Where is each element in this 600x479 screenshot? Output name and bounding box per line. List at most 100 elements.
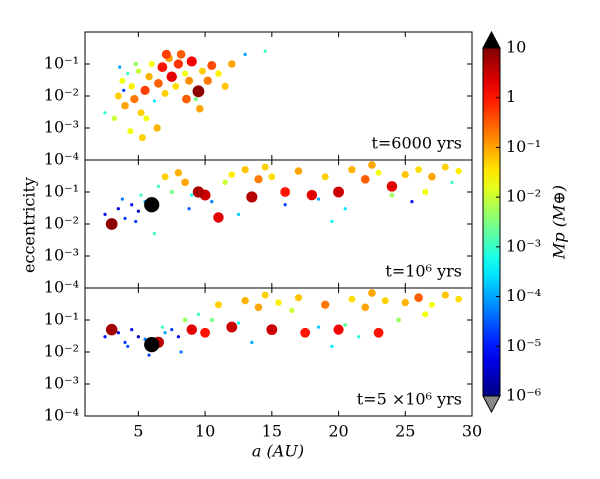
point bbox=[207, 61, 217, 70]
point bbox=[228, 171, 236, 178]
point bbox=[103, 335, 107, 339]
point bbox=[254, 303, 263, 312]
point bbox=[343, 323, 348, 327]
point bbox=[192, 85, 205, 98]
y-tick-label: 10⁻¹ bbox=[44, 182, 79, 201]
point bbox=[455, 295, 463, 303]
point bbox=[153, 124, 161, 132]
point bbox=[236, 321, 241, 325]
y-tick-label: 10⁻⁴ bbox=[44, 406, 79, 425]
point bbox=[192, 186, 205, 198]
colorbar bbox=[482, 47, 501, 397]
point bbox=[360, 174, 370, 184]
x-tick-label: 10 bbox=[195, 422, 215, 441]
point bbox=[361, 303, 370, 312]
point bbox=[123, 340, 127, 344]
point bbox=[139, 193, 143, 197]
point bbox=[414, 293, 423, 302]
point bbox=[187, 207, 191, 211]
point bbox=[144, 197, 160, 213]
point bbox=[176, 50, 186, 59]
point bbox=[221, 82, 229, 90]
point bbox=[210, 200, 214, 204]
point bbox=[254, 175, 263, 184]
point bbox=[316, 325, 321, 329]
point bbox=[105, 218, 118, 230]
point bbox=[261, 291, 269, 299]
point bbox=[250, 340, 254, 344]
point bbox=[243, 52, 247, 56]
y-tick-label: 10⁻¹ bbox=[44, 310, 79, 329]
colorbar-tick-label: 10⁻² bbox=[506, 187, 541, 206]
x-tick-label: 30 bbox=[462, 422, 482, 441]
point bbox=[120, 197, 124, 201]
point bbox=[246, 191, 258, 203]
point bbox=[236, 212, 241, 216]
point bbox=[143, 115, 150, 122]
colorbar-tick-label: 10 bbox=[506, 38, 526, 57]
point bbox=[116, 331, 120, 335]
point bbox=[455, 167, 462, 175]
point bbox=[154, 78, 163, 88]
point bbox=[422, 311, 429, 318]
x-tick-label: 25 bbox=[395, 422, 415, 441]
point bbox=[182, 70, 189, 77]
point bbox=[330, 344, 334, 348]
y-axis-label: eccentricity bbox=[20, 177, 39, 273]
point bbox=[123, 216, 127, 220]
point bbox=[333, 324, 344, 335]
point bbox=[209, 317, 214, 323]
y-tick-label: 10⁻³ bbox=[44, 374, 79, 393]
point bbox=[186, 56, 197, 67]
point bbox=[179, 350, 183, 354]
colorbar-tick-label: 10⁻⁴ bbox=[506, 286, 541, 305]
point bbox=[215, 70, 222, 77]
point bbox=[375, 169, 382, 176]
point bbox=[195, 104, 204, 113]
point bbox=[198, 67, 206, 75]
point bbox=[321, 173, 329, 181]
point bbox=[289, 307, 295, 314]
point bbox=[441, 163, 449, 171]
point bbox=[389, 192, 395, 198]
point bbox=[160, 325, 164, 329]
point bbox=[401, 298, 409, 307]
y-tick-label: 10⁻² bbox=[44, 86, 79, 105]
point bbox=[130, 94, 139, 104]
point bbox=[130, 203, 134, 207]
x-tick-label: 20 bbox=[328, 422, 348, 441]
annotation: t=10⁶ yrs bbox=[385, 262, 462, 281]
point bbox=[119, 77, 126, 84]
point bbox=[126, 72, 130, 76]
colorbar-tick-label: 10⁻⁵ bbox=[506, 336, 541, 355]
point bbox=[200, 327, 211, 338]
point bbox=[422, 188, 429, 196]
point bbox=[196, 312, 201, 316]
colorbar-tick-label: 10⁻³ bbox=[506, 236, 541, 255]
point bbox=[170, 328, 174, 332]
y-tick-label: 10⁻³ bbox=[44, 118, 79, 137]
point bbox=[105, 323, 118, 336]
point bbox=[103, 111, 107, 115]
point bbox=[415, 166, 422, 173]
point bbox=[161, 89, 169, 97]
point bbox=[130, 328, 134, 332]
point bbox=[401, 171, 409, 179]
point bbox=[116, 207, 120, 211]
point bbox=[294, 167, 303, 175]
point bbox=[169, 189, 174, 195]
point bbox=[133, 61, 139, 67]
point bbox=[226, 321, 238, 333]
point bbox=[428, 301, 435, 308]
point bbox=[136, 335, 140, 339]
point bbox=[137, 109, 145, 117]
y-tick-label: 10⁻² bbox=[44, 214, 79, 233]
point bbox=[127, 128, 134, 135]
point bbox=[181, 178, 189, 187]
point bbox=[316, 197, 321, 201]
point bbox=[166, 71, 177, 82]
y-tick-label: 10⁻³ bbox=[44, 246, 79, 265]
annotation: t=5 ×10⁶ yrs bbox=[357, 390, 462, 409]
point bbox=[343, 207, 347, 211]
x-tick-label: 5 bbox=[133, 422, 143, 441]
